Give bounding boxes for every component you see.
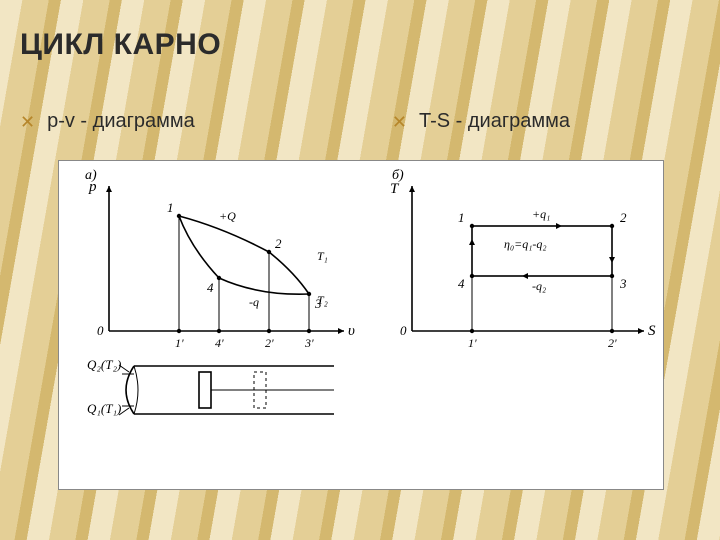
page-title: ЦИКЛ КАРНО	[20, 28, 221, 62]
svg-text:S: S	[648, 323, 656, 339]
bullet-right-text: T-S - диаграмма	[419, 110, 570, 133]
svg-text:1': 1'	[175, 336, 184, 350]
svg-text:4': 4'	[215, 336, 224, 350]
svg-text:+q₁: +q₁	[532, 207, 550, 221]
svg-text:3': 3'	[304, 336, 314, 350]
bullet-marker-icon: ✕	[392, 113, 407, 131]
svg-text:T₁: T₁	[317, 249, 328, 263]
svg-text:T₂: T₂	[317, 293, 328, 307]
svg-text:2': 2'	[608, 336, 617, 350]
bullet-right: ✕ T-S - диаграмма	[392, 110, 570, 133]
bullet-left-text: p-v - диаграмма	[47, 110, 195, 133]
svg-text:1: 1	[458, 210, 465, 225]
svg-text:0: 0	[400, 323, 407, 338]
carnot-diagrams: a)p0υ+Q-q1234T₁T₂1'4'2'3'Q₂(T₂)Q₁(T₁)б)T…	[59, 161, 663, 489]
svg-text:2: 2	[275, 236, 282, 251]
svg-text:2: 2	[620, 210, 627, 225]
svg-text:Q₁(T₁): Q₁(T₁)	[87, 401, 121, 416]
svg-text:T: T	[390, 181, 400, 197]
bullet-marker-icon: ✕	[20, 113, 35, 131]
diagram-panel: a)p0υ+Q-q1234T₁T₂1'4'2'3'Q₂(T₂)Q₁(T₁)б)T…	[58, 160, 664, 490]
svg-text:-q₂: -q₂	[532, 279, 546, 293]
bullet-left: ✕ p-v - диаграмма	[20, 110, 195, 133]
svg-text:1': 1'	[468, 336, 477, 350]
bullet-row: ✕ p-v - диаграмма ✕ T-S - диаграмма	[20, 110, 700, 133]
svg-text:η₀=q₁-q₂: η₀=q₁-q₂	[504, 237, 547, 251]
svg-text:-q: -q	[249, 295, 259, 309]
svg-text:4: 4	[458, 276, 465, 291]
svg-text:+Q: +Q	[219, 209, 236, 223]
svg-text:4: 4	[207, 280, 214, 295]
svg-text:υ: υ	[348, 323, 355, 339]
svg-text:1: 1	[167, 200, 174, 215]
svg-text:p: p	[88, 179, 97, 195]
svg-text:2': 2'	[265, 336, 274, 350]
svg-text:Q₂(T₂): Q₂(T₂)	[87, 357, 121, 372]
svg-text:0: 0	[97, 323, 104, 338]
svg-text:3: 3	[619, 276, 627, 291]
